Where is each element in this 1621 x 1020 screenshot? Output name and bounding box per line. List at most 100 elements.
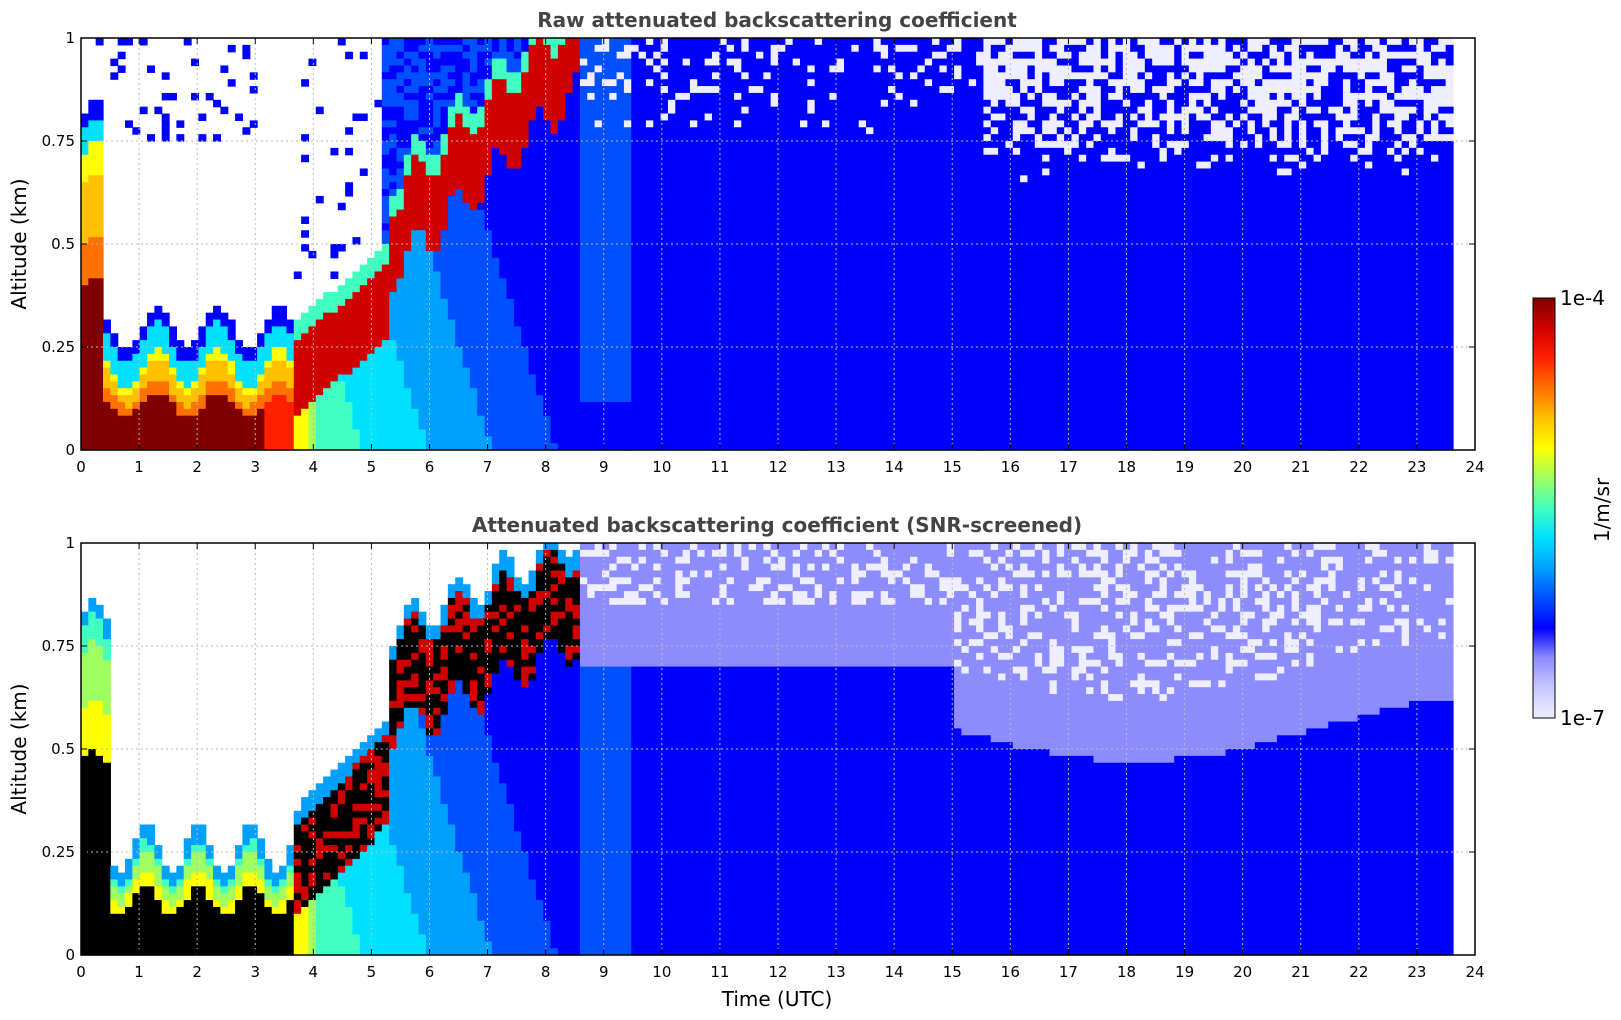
- heatmap-cell: [293, 326, 302, 334]
- heatmap-cell: [535, 298, 544, 307]
- heatmap-cell: [477, 436, 486, 444]
- heatmap-cell: [440, 367, 449, 376]
- heatmap-cell: [499, 182, 508, 190]
- heatmap-cell: [711, 127, 720, 135]
- heatmap-cell: [418, 422, 427, 430]
- heatmap-cell: [440, 443, 449, 451]
- heatmap-cell: [601, 72, 610, 80]
- heatmap-cell: [205, 429, 214, 437]
- heatmap-cell: [213, 312, 221, 321]
- heatmap-cell: [733, 134, 742, 142]
- heatmap-cell: [667, 51, 676, 60]
- heatmap-cell: [858, 161, 867, 170]
- heatmap-cell: [147, 360, 155, 369]
- heatmap-cell: [866, 106, 874, 115]
- heatmap-cell: [660, 381, 669, 389]
- heatmap-cell: [822, 44, 830, 53]
- heatmap-cell: [499, 127, 508, 135]
- heatmap-cell: [755, 319, 764, 327]
- heatmap-cell: [374, 347, 383, 355]
- heatmap-cell: [433, 347, 442, 355]
- heatmap-cell: [778, 120, 786, 128]
- heatmap-cell: [447, 292, 456, 300]
- heatmap-cell: [323, 388, 332, 396]
- heatmap-cell: [301, 422, 310, 430]
- heatmap-cell: [271, 305, 280, 314]
- heatmap-cell: [836, 127, 845, 135]
- heatmap-cell: [227, 367, 236, 376]
- heatmap-cell: [623, 326, 632, 334]
- heatmap-cell: [565, 230, 574, 238]
- heatmap-cell: [103, 422, 111, 430]
- heatmap-cell: [594, 223, 603, 231]
- heatmap-cell: [623, 353, 632, 362]
- heatmap-cell: [631, 367, 640, 376]
- heatmap-cell: [528, 257, 537, 266]
- heatmap-cell: [829, 271, 838, 279]
- heatmap-cell: [829, 154, 838, 163]
- heatmap-cell: [616, 347, 625, 355]
- heatmap-cell: [675, 175, 684, 183]
- heatmap-cell: [844, 120, 852, 128]
- heatmap-cell: [117, 415, 126, 424]
- heatmap-cell: [161, 388, 170, 396]
- heatmap-cell: [477, 347, 486, 355]
- heatmap-cell: [579, 168, 588, 176]
- heatmap-cell: [822, 401, 830, 410]
- heatmap-cell: [778, 374, 786, 382]
- heatmap-cell: [462, 65, 471, 73]
- heatmap-cell: [535, 223, 544, 231]
- heatmap-cell: [455, 292, 464, 300]
- heatmap-cell: [183, 360, 192, 369]
- heatmap-cell: [733, 305, 742, 314]
- heatmap-cell: [477, 79, 486, 87]
- heatmap-cell: [462, 340, 471, 348]
- heatmap-cell: [359, 271, 368, 279]
- heatmap-cell: [594, 388, 603, 396]
- heatmap-cell: [572, 264, 581, 273]
- heatmap-cell: [653, 202, 662, 211]
- heatmap-cell: [499, 298, 508, 307]
- heatmap-cell: [572, 408, 581, 417]
- heatmap-cell: [374, 292, 383, 300]
- heatmap-cell: [499, 51, 508, 60]
- heatmap-cell: [623, 360, 632, 369]
- heatmap-cell: [169, 333, 177, 341]
- heatmap-cell: [836, 436, 845, 444]
- heatmap-cell: [433, 340, 442, 348]
- heatmap-cell: [844, 298, 852, 307]
- heatmap-cell: [836, 408, 845, 417]
- heatmap-cell: [719, 86, 728, 94]
- heatmap-cell: [653, 264, 662, 273]
- heatmap-cell: [814, 223, 823, 231]
- heatmap-cell: [535, 58, 544, 67]
- heatmap-cell: [345, 422, 354, 430]
- heatmap-cell: [411, 312, 420, 321]
- heatmap-cell: [645, 257, 654, 266]
- heatmap-cell: [396, 38, 405, 46]
- heatmap-cell: [389, 72, 398, 80]
- heatmap-cell: [323, 340, 332, 348]
- heatmap-cell: [704, 298, 713, 307]
- heatmap-cell: [528, 38, 537, 46]
- heatmap-cell: [844, 395, 852, 403]
- heatmap-cell: [550, 113, 559, 121]
- heatmap-cell: [829, 257, 838, 266]
- heatmap-cell: [403, 51, 412, 60]
- heatmap-cell: [352, 353, 361, 362]
- heatmap-cell: [352, 367, 361, 376]
- heatmap-cell: [836, 120, 845, 128]
- heatmap-cell: [741, 326, 750, 334]
- heatmap-cell: [499, 443, 508, 451]
- heatmap-cell: [491, 381, 500, 389]
- heatmap-cell: [550, 298, 559, 307]
- heatmap-cell: [770, 209, 779, 218]
- heatmap-cell: [733, 72, 742, 80]
- heatmap-cell: [778, 44, 786, 53]
- heatmap-cell: [726, 134, 735, 142]
- heatmap-cell: [565, 353, 574, 362]
- heatmap-cell: [755, 65, 764, 73]
- heatmap-cell: [631, 79, 640, 87]
- heatmap-cell: [579, 72, 588, 80]
- heatmap-cell: [675, 422, 684, 430]
